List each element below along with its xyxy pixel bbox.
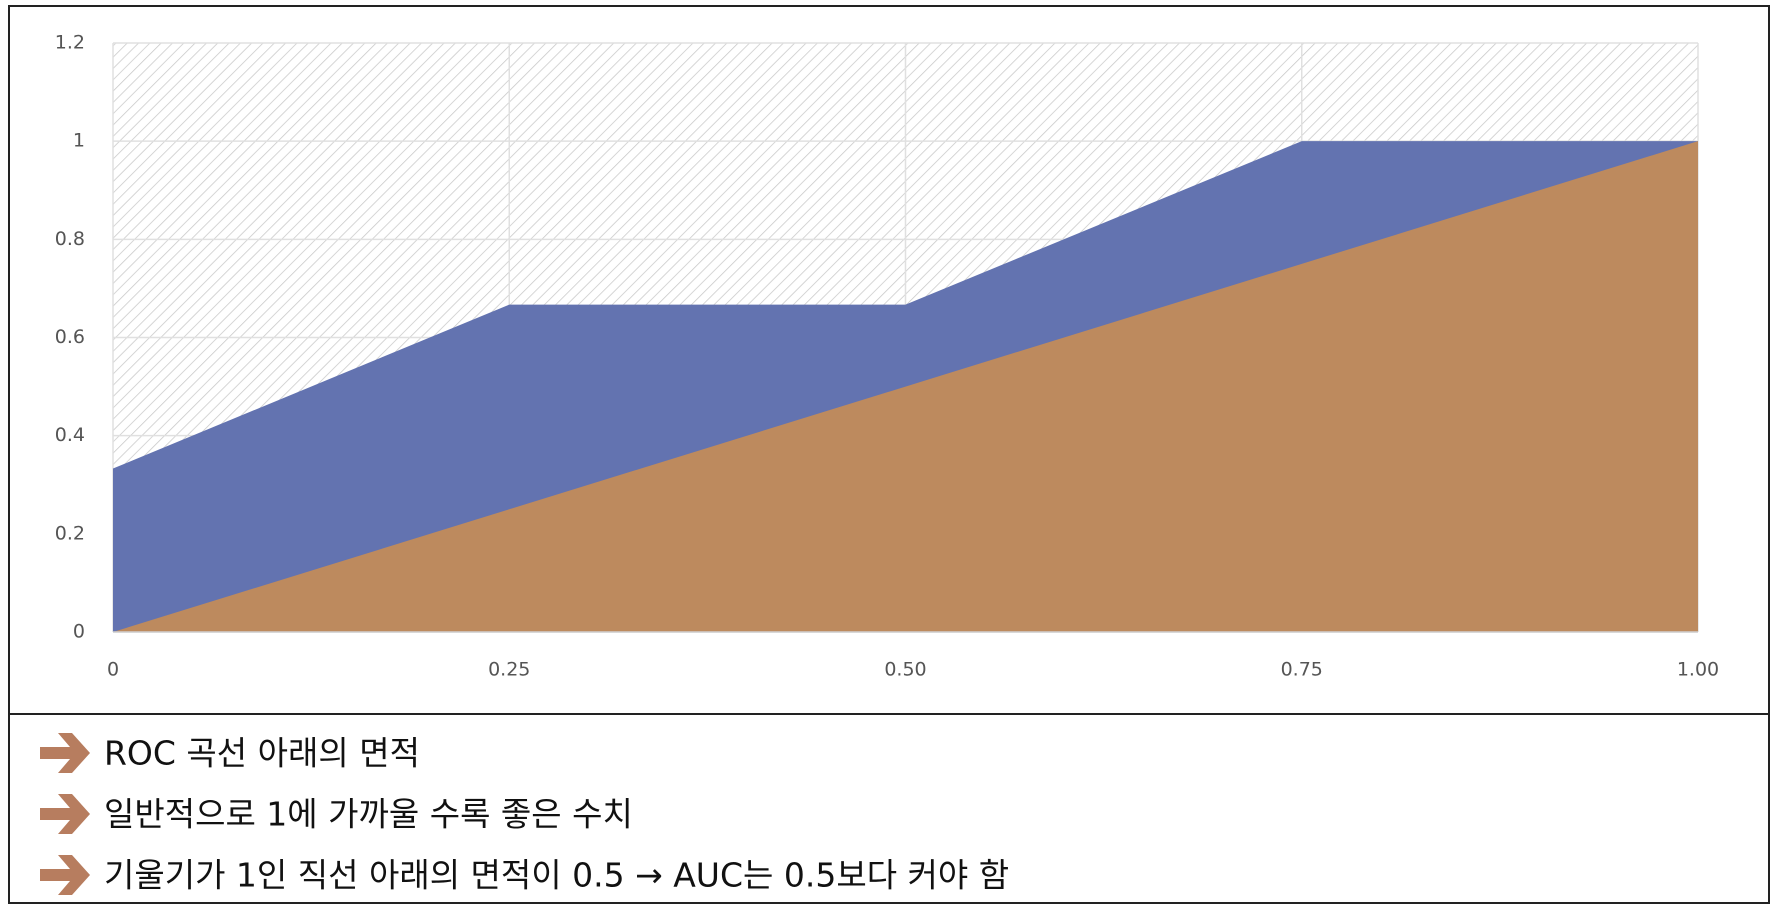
- y-tick-label: 0.2: [55, 522, 85, 544]
- y-tick-label: 0.4: [55, 424, 85, 446]
- note: ROC 곡선 아래의 면적: [104, 734, 420, 773]
- y-tick-label: 0.8: [55, 228, 85, 250]
- y-tick-label: 0.6: [55, 326, 85, 348]
- y-tick-label: 1: [73, 130, 85, 152]
- plot: [112, 42, 1699, 633]
- note: 기울기가 1인 직선 아래의 면적이 0.5 → AUC는 0.5보다 커야 함: [104, 856, 1009, 895]
- notes: ROC 곡선 아래의 면적 일반적으로 1에 가까울 수록 좋은 수치 기울기가…: [40, 733, 1009, 895]
- x-tick-label: 0.25: [488, 659, 530, 681]
- y-tick-label: 0: [73, 621, 85, 643]
- note: 일반적으로 1에 가까울 수록 좋은 수치: [104, 795, 633, 834]
- x-tick-label: 1.00: [1677, 659, 1719, 681]
- arrow-icon: [40, 733, 90, 773]
- arrow-icon: [40, 855, 90, 895]
- x-tick-label: 0.50: [884, 659, 926, 681]
- area: [113, 141, 1698, 632]
- arrow-icon: [40, 794, 90, 834]
- y-tick-label: 1.2: [55, 32, 85, 54]
- x-tick-label: 0: [107, 659, 119, 681]
- frame: [8, 5, 1770, 904]
- x-tick-label: 0.75: [1281, 659, 1323, 681]
